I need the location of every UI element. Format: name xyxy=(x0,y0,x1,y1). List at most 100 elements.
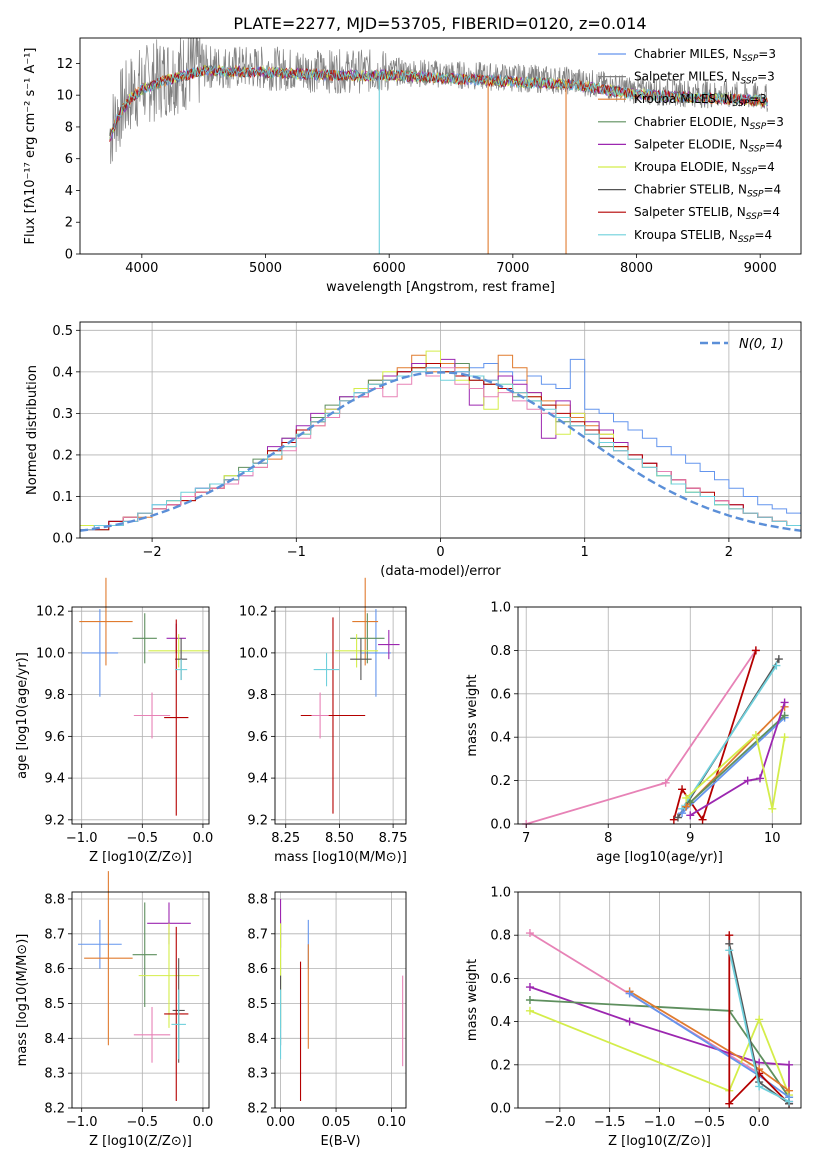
weight-series-marker xyxy=(774,655,783,664)
weight-series-marker xyxy=(686,811,695,820)
weight-series-marker xyxy=(678,809,687,818)
error-bar-point xyxy=(132,613,157,664)
plot-area xyxy=(78,871,200,1102)
weight-series-marker xyxy=(682,802,691,811)
plot-area xyxy=(79,577,209,816)
error-bar-point xyxy=(81,609,119,697)
y-axis-label: mass weight xyxy=(465,674,480,756)
x-axis-label: age [log10(age/yr)] xyxy=(596,850,723,865)
y-tick-label: 0 xyxy=(65,248,73,263)
x-tick-label: −1.0 xyxy=(66,1115,98,1130)
legend-label: Kroupa STELIB, NSSP=4 xyxy=(634,228,772,245)
x-axis-label: Z [log10(Z/Z⊙)] xyxy=(89,1134,192,1149)
y-tick-label: 8 xyxy=(65,120,73,135)
weight-series-marker xyxy=(625,1017,634,1026)
x-tick-label: 8.75 xyxy=(379,831,408,846)
y-tick-label: 4 xyxy=(65,184,73,199)
x-axis-label: Z [log10(Z/Z⊙)] xyxy=(608,1134,711,1149)
error-bar-point xyxy=(175,659,188,681)
panel-6: 0.00 0.05 0.10 8.2 8.3 8.4 8.5 8.6 8.7 8.8 E(B-V) xyxy=(247,891,407,1149)
y-tick-label: 0.0 xyxy=(52,532,73,547)
weight-series-marker xyxy=(686,798,695,807)
x-tick-label: 8.25 xyxy=(271,831,300,846)
x-tick-label: 0.05 xyxy=(322,1115,351,1130)
y-tick-label: 10.2 xyxy=(36,605,65,620)
x-axis-label: wavelength [Angstrom, rest frame] xyxy=(326,280,555,295)
error-bar-point xyxy=(164,926,189,1102)
weight-series-marker xyxy=(751,731,760,740)
x-tick-label: 1 xyxy=(581,545,589,560)
x-tick-label: 9 xyxy=(686,831,694,846)
y-tick-label: 9.2 xyxy=(44,813,65,828)
y-tick-label: 8.8 xyxy=(247,892,268,907)
weight-series-marker xyxy=(525,1006,534,1015)
error-bar-point xyxy=(164,619,189,816)
error-bar-point xyxy=(335,634,379,668)
plot-area xyxy=(522,646,789,828)
weight-series-line xyxy=(681,717,786,814)
y-tick-label: 10.2 xyxy=(239,605,268,620)
error-bar-point xyxy=(350,638,372,681)
y-tick-label: 0.0 xyxy=(490,1102,511,1117)
x-tick-label: 8.50 xyxy=(325,831,354,846)
error-bar-point xyxy=(79,577,133,666)
weight-series-line xyxy=(728,935,790,1106)
legend-label: Kroupa MILES, NSSP=3 xyxy=(634,92,767,109)
plot-area xyxy=(280,898,404,1102)
y-tick-label: 8.5 xyxy=(44,997,65,1012)
y-tick-label: 9.6 xyxy=(44,730,65,745)
legend-label: Chabrier STELIB, NSSP=4 xyxy=(634,183,781,200)
x-tick-label: 7000 xyxy=(496,261,529,276)
panel-5: −1.0 −0.5 0.0 8.2 8.3 8.4 8.5 8.6 8.7 8.8 Z [log10… xyxy=(15,871,213,1149)
legend-label: Salpeter MILES, NSSP=3 xyxy=(634,70,775,87)
weight-series-marker xyxy=(678,785,687,794)
spectrum-model-line xyxy=(109,64,768,140)
weight-series-marker xyxy=(743,776,752,785)
y-tick-label: 8.7 xyxy=(247,927,268,942)
y-tick-label: 0.1 xyxy=(52,490,73,505)
y-tick-label: 8.2 xyxy=(247,1102,268,1117)
weight-series-marker xyxy=(772,661,781,670)
y-tick-label: 1.0 xyxy=(490,886,511,901)
weight-series-marker xyxy=(725,946,734,955)
error-bar-point xyxy=(84,871,133,1046)
x-tick-label: 0.0 xyxy=(749,1115,770,1130)
y-tick-label: 0.4 xyxy=(490,1015,511,1030)
error-bar-point xyxy=(138,923,200,1028)
weight-series-marker xyxy=(780,711,789,720)
axes-frame xyxy=(517,606,802,825)
y-tick-label: 9.2 xyxy=(247,813,268,828)
x-tick-label: 7 xyxy=(522,831,530,846)
weight-series-line xyxy=(529,1009,790,1096)
y-tick-label: 0.2 xyxy=(490,1058,511,1073)
weight-series-marker xyxy=(698,815,707,824)
x-tick-label: −0.5 xyxy=(127,831,159,846)
legend-label: Salpeter ELODIE, NSSP=4 xyxy=(634,137,783,154)
weight-series-line xyxy=(689,714,786,803)
y-tick-label: 8.4 xyxy=(44,1032,65,1047)
panel-4: 7 8 9 10 0.0 0.2 0.4 0.6 0.8 1.0 age [log10(age/yr… xyxy=(465,601,802,865)
y-tick-label: 0.4 xyxy=(52,365,73,380)
weight-series-marker xyxy=(525,929,534,938)
weight-series-marker xyxy=(673,813,682,822)
weight-series-marker xyxy=(525,983,534,992)
error-bar-point xyxy=(378,629,400,660)
weight-series-marker xyxy=(755,1082,764,1091)
y-tick-label: 10 xyxy=(56,89,73,104)
weight-series-marker xyxy=(669,815,678,824)
spectrum-legend: Chabrier MILES, NSSP=3 Salpeter MILES, NS… xyxy=(598,47,784,245)
plot-area xyxy=(525,929,794,1108)
y-tick-label: 6 xyxy=(65,152,73,167)
y-tick-label: 9.6 xyxy=(247,730,268,745)
weight-series-marker xyxy=(780,698,789,707)
y-tick-label: 8.6 xyxy=(247,962,268,977)
panel-3: 8.25 8.50 8.75 9.2 9.4 9.6 9.8 10.0 10.2 mass [lo… xyxy=(239,577,408,865)
weight-series-line xyxy=(681,665,778,810)
y-tick-label: 8.7 xyxy=(44,927,65,942)
x-tick-label: 6000 xyxy=(373,261,406,276)
weight-series-marker xyxy=(785,1097,794,1106)
x-tick-label: 10 xyxy=(764,831,781,846)
y-tick-label: 0.8 xyxy=(490,644,511,659)
error-bar-point xyxy=(300,617,366,814)
